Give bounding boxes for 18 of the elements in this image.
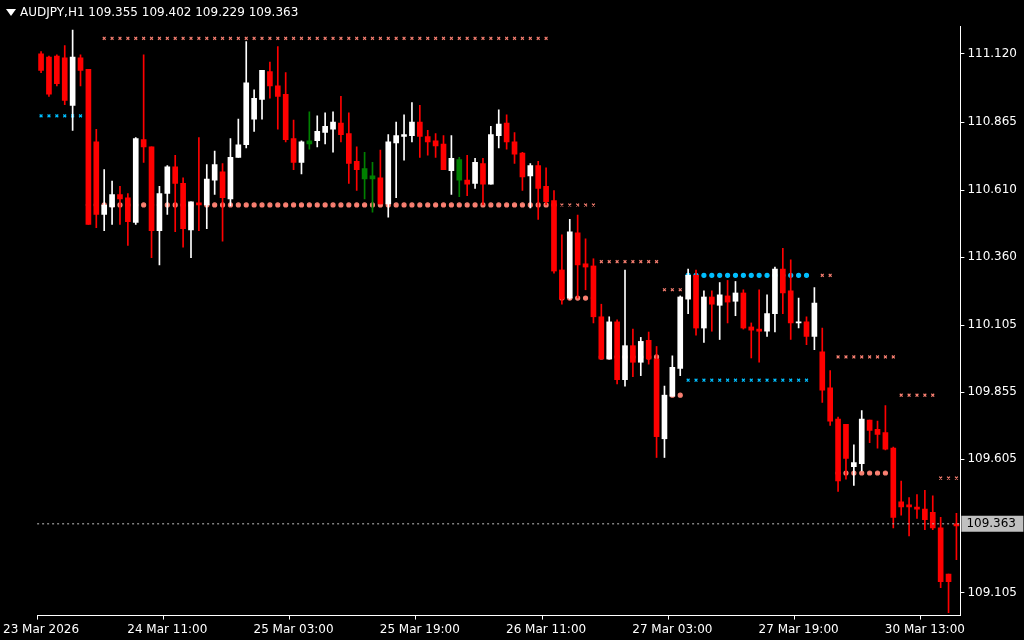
x-tick-label: 25 Mar 03:00 <box>253 621 334 636</box>
y-tick-label: 109.855 <box>967 384 1017 399</box>
x-tick-label: 24 Mar 11:00 <box>127 621 208 636</box>
x-tick-label: 27 Mar 19:00 <box>758 621 839 636</box>
x-tick-label: 26 Mar 11:00 <box>506 621 587 636</box>
y-tick-label: 110.360 <box>967 249 1017 264</box>
chart-subtitle: AUDJPY,H1 109.355 109.402 109.229 109.363 <box>20 5 299 20</box>
x-tick-label: 30 Mar 13:00 <box>884 621 965 636</box>
x-tick-label: 23 Mar 2026 <box>3 621 80 636</box>
y-tick-label: 109.105 <box>967 584 1017 599</box>
y-tick-label: 110.105 <box>967 317 1017 332</box>
y-tick-label: 109.605 <box>967 451 1017 466</box>
y-tick-label: 110.610 <box>967 182 1017 197</box>
ref-line-label: 109.363 <box>966 515 1016 530</box>
x-tick-label: 27 Mar 03:00 <box>632 621 713 636</box>
y-tick-label: 111.120 <box>967 45 1017 60</box>
y-tick-label: 110.865 <box>967 114 1017 129</box>
x-tick-label: 25 Mar 19:00 <box>379 621 460 636</box>
